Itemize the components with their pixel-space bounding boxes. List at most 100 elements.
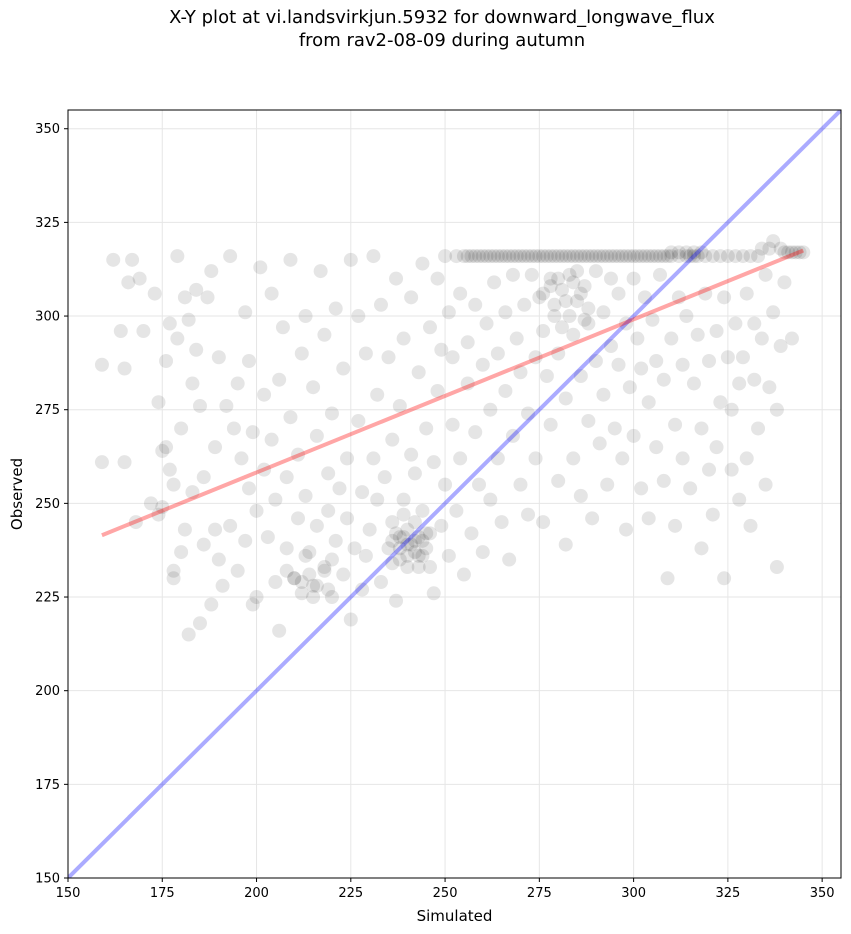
data-point [649, 440, 664, 455]
data-point [125, 252, 140, 267]
data-point [407, 515, 422, 530]
data-point [487, 275, 502, 290]
data-point [162, 462, 177, 477]
data-point [660, 249, 675, 264]
data-point [581, 316, 596, 331]
data-point [351, 309, 366, 324]
y-tick-label: 175 [35, 778, 60, 793]
data-point [268, 492, 283, 507]
data-point [751, 249, 766, 264]
data-point [264, 432, 279, 447]
data-point [769, 560, 784, 575]
data-point [630, 331, 645, 346]
data-point [200, 290, 215, 305]
data-point [422, 320, 437, 335]
data-point [196, 470, 211, 485]
data-point [498, 249, 513, 264]
data-point [392, 530, 407, 545]
data-point [664, 331, 679, 346]
data-point [521, 507, 536, 522]
data-point [279, 563, 294, 578]
data-point [585, 511, 600, 526]
data-point [321, 466, 336, 481]
data-point [449, 503, 464, 518]
data-point [268, 575, 283, 590]
data-point [766, 305, 781, 320]
data-point [430, 271, 445, 286]
data-point [419, 421, 434, 436]
data-point [766, 234, 781, 249]
data-point [694, 245, 709, 260]
data-point [317, 563, 332, 578]
data-point [407, 466, 422, 481]
data-point [257, 462, 272, 477]
data-point [411, 530, 426, 545]
data-point [566, 275, 581, 290]
data-point [784, 331, 799, 346]
data-point [143, 496, 158, 511]
data-point [324, 590, 339, 605]
data-point [547, 249, 562, 264]
data-point [600, 249, 615, 264]
data-point [275, 320, 290, 335]
data-point [554, 282, 569, 297]
data-point [524, 249, 539, 264]
data-point [404, 447, 419, 462]
data-point [456, 567, 471, 582]
data-point [517, 297, 532, 312]
data-point [211, 350, 226, 365]
data-point [686, 245, 701, 260]
data-point [230, 563, 245, 578]
data-point [769, 402, 784, 417]
data-point [777, 245, 792, 260]
data-point [566, 451, 581, 466]
data-point [366, 249, 381, 264]
data-point [456, 249, 471, 264]
data-point [702, 462, 717, 477]
data-point [498, 383, 513, 398]
y-tick-label: 250 [35, 497, 60, 512]
data-point [524, 267, 539, 282]
data-point [505, 428, 520, 443]
data-point [483, 402, 498, 417]
data-point [717, 290, 732, 305]
data-point [735, 350, 750, 365]
data-point [717, 571, 732, 586]
data-point [208, 440, 223, 455]
data-point [577, 249, 592, 264]
axis-ticks: 150 175 200 225 250 275 300 325 350 150 175 200 225 2… [35, 122, 834, 901]
data-point [155, 500, 170, 515]
data-point [415, 533, 430, 548]
data-point [309, 518, 324, 533]
data-point [472, 249, 487, 264]
data-point [622, 380, 637, 395]
data-point [426, 586, 441, 601]
data-point [411, 560, 426, 575]
data-point [159, 440, 174, 455]
data-point [475, 357, 490, 372]
data-point [343, 612, 358, 627]
data-point [490, 451, 505, 466]
data-point [136, 324, 151, 339]
data-point [385, 432, 400, 447]
data-point [208, 522, 223, 537]
data-point [189, 282, 204, 297]
data-point [558, 537, 573, 552]
data-point [419, 541, 434, 556]
data-point [754, 241, 769, 256]
data-point [434, 342, 449, 357]
data-point [634, 249, 649, 264]
data-point [498, 305, 513, 320]
data-point [686, 376, 701, 391]
data-point [159, 354, 174, 369]
data-point [603, 249, 618, 264]
data-point [468, 425, 483, 440]
data-point [128, 515, 143, 530]
data-point [592, 436, 607, 451]
data-point [381, 541, 396, 556]
data-point [392, 541, 407, 556]
data-point [679, 309, 694, 324]
data-point [773, 339, 788, 354]
data-point [573, 249, 588, 264]
data-point [249, 590, 264, 605]
